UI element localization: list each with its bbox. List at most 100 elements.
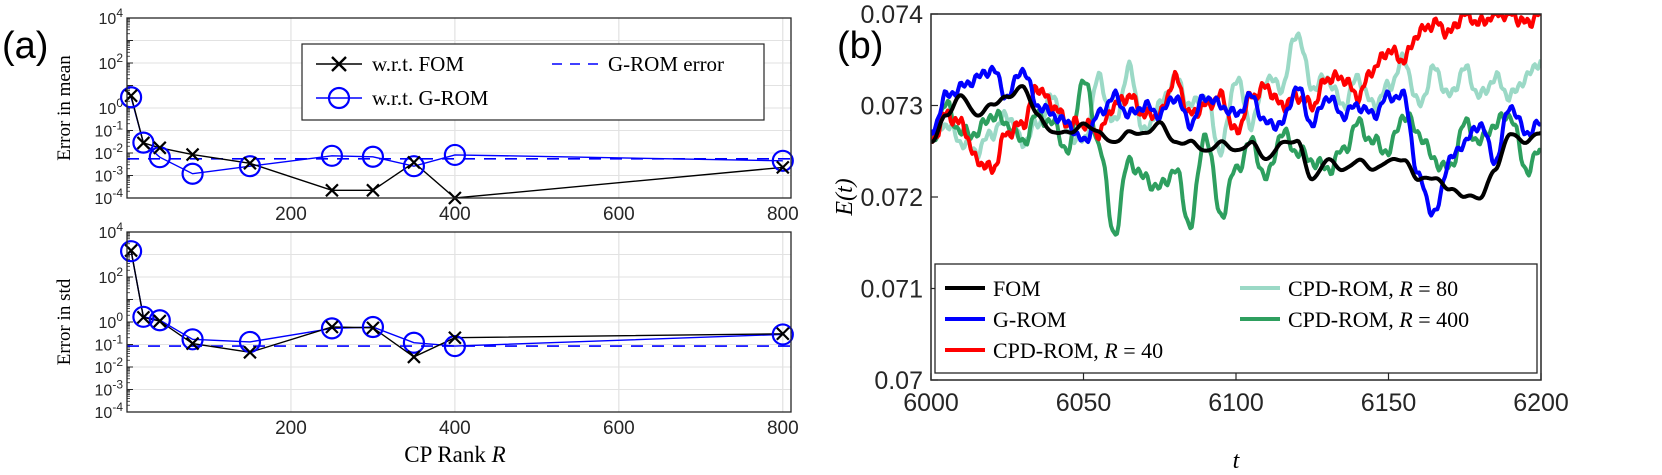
x-tick-label: 6200 <box>1513 389 1569 417</box>
y-tick-base: 10 <box>95 360 113 377</box>
grom-point-marker <box>771 149 794 172</box>
y-tick-exponent: -1 <box>112 333 123 347</box>
legend-box <box>934 263 1538 374</box>
y-tick-label: 0.071 <box>860 276 923 304</box>
chart-energy-time: 6000 6050 6100 6150 6200 0.07 0.071 0.072 0.073 0… <box>832 1 1569 474</box>
y-tick-label: 0.072 <box>860 184 923 212</box>
x-tick-label: 800 <box>767 204 799 225</box>
x-tick-label: 200 <box>275 204 307 225</box>
y-tick-exponent: -4 <box>112 400 123 414</box>
fom-point-marker <box>366 321 380 335</box>
fom-point-marker <box>407 350 421 364</box>
grom-point-marker <box>238 155 262 178</box>
grom-point-marker <box>320 317 344 340</box>
fom-point-marker <box>153 314 167 328</box>
fom-point-marker <box>153 141 167 155</box>
y-tick-label: 10-2 <box>95 355 124 377</box>
legend-fom-marker <box>331 56 347 72</box>
y-tick-label: 0.074 <box>860 1 923 29</box>
y-tick-exponent: -2 <box>112 141 123 155</box>
tick-labels: 6000 6050 6100 6150 6200 0.07 0.071 0.072 0.073 0… <box>860 1 1568 417</box>
grom-point-marker <box>119 86 143 109</box>
x-tick-label: 6150 <box>1361 389 1417 417</box>
legend-top: w.r.t. FOM w.r.t. G-ROM G-ROM error <box>301 43 765 121</box>
x-tick-label: 400 <box>439 204 471 225</box>
panel-label-b: (b) <box>837 25 883 67</box>
fom-point-marker <box>407 155 421 170</box>
legend-fom-label: FOM <box>993 276 1041 301</box>
series-line-grom <box>931 64 1541 218</box>
grom-point-marker <box>320 144 344 167</box>
y-tick-label: 10-3 <box>95 164 124 186</box>
y-tick-base: 10 <box>95 169 113 186</box>
xlabel-cp-rank: CP Rank R <box>404 442 505 467</box>
x-tick-label: 400 <box>439 418 471 439</box>
grom-point-marker <box>443 143 467 167</box>
y-tick-label: 10-2 <box>95 141 124 163</box>
grom-point-marker <box>402 331 426 354</box>
grom-point-marker <box>402 155 426 178</box>
y-tick-label: 0.073 <box>860 93 923 121</box>
fom-point-marker <box>243 156 257 171</box>
series-marks <box>119 240 794 364</box>
ylabel-error-in-std: Error in std <box>54 278 75 365</box>
y-tick-exponent: -2 <box>112 355 123 369</box>
ylabel-error-in-mean: Error in mean <box>54 55 75 161</box>
y-tick-base: 10 <box>95 191 113 208</box>
y-tick-label: 102 <box>99 265 124 287</box>
series-marks <box>119 86 794 205</box>
legend-cpd400-eq: = 400 <box>1413 307 1469 332</box>
y-tick-exponent: 2 <box>116 51 123 65</box>
y-tick-exponent: -1 <box>112 119 123 133</box>
y-tick-base: 10 <box>99 225 117 242</box>
x-tick-label: 800 <box>767 418 799 439</box>
fom-point-marker <box>136 136 151 150</box>
legend-cpd40-eq: = 40 <box>1118 338 1163 363</box>
xlabel-text: CP Rank <box>404 442 491 467</box>
y-tick-label: 0.07 <box>874 367 923 395</box>
axes-frame <box>126 17 792 199</box>
fom-point-marker <box>325 320 339 334</box>
y-tick-exponent: -3 <box>112 164 123 178</box>
y-tick-exponent: -4 <box>112 186 123 200</box>
fom-point-marker <box>136 310 151 325</box>
xlabel-time: t <box>1233 448 1241 474</box>
y-tick-label: 10-3 <box>95 378 124 400</box>
y-tick-exponent: 4 <box>116 6 123 20</box>
legend-box <box>301 43 765 121</box>
series-line-fom <box>130 95 783 199</box>
fom-point-marker <box>448 330 462 345</box>
x-tick-label: 600 <box>603 418 635 439</box>
legend-cpd80-prefix: CPD-ROM, <box>1288 276 1399 301</box>
legend-cpd80-var: R <box>1398 276 1413 301</box>
fom-point-marker <box>185 336 200 351</box>
y-tick-label: 104 <box>99 220 124 242</box>
legend-b: FOM G-ROM CPD-ROM, R = 40 CPD-ROM, R = 8… <box>934 263 1538 374</box>
fom-point-marker <box>366 183 380 198</box>
axes-frame <box>930 13 1542 381</box>
y-tick-base: 10 <box>95 338 113 355</box>
fom-point-marker <box>325 183 339 198</box>
legend-cpd80-eq: = 80 <box>1413 276 1458 301</box>
legend-cpd40-var: R <box>1103 338 1118 363</box>
y-tick-base: 10 <box>99 315 117 332</box>
x-tick-label: 200 <box>275 418 307 439</box>
legend-grom-label: w.r.t. G-ROM <box>372 86 489 110</box>
legend-cpd40-prefix: CPD-ROM, <box>993 338 1104 363</box>
grom-point-marker <box>181 162 204 185</box>
y-tick-base: 10 <box>95 405 113 422</box>
y-tick-label: 100 <box>99 310 124 332</box>
grom-point-marker <box>132 305 155 328</box>
grom-point-marker <box>443 334 467 358</box>
legend-grom-error-label: G-ROM error <box>608 52 724 76</box>
legend-cpd400-var: R <box>1398 307 1413 332</box>
fom-point-marker <box>243 345 257 360</box>
y-tick-label: 10-1 <box>95 119 124 141</box>
x-tick-label: 6050 <box>1056 389 1112 417</box>
x-tick-label: 600 <box>603 204 635 225</box>
grom-point-marker <box>119 240 143 263</box>
y-tick-exponent: 4 <box>116 220 123 234</box>
y-tick-label: 10-4 <box>95 400 124 422</box>
